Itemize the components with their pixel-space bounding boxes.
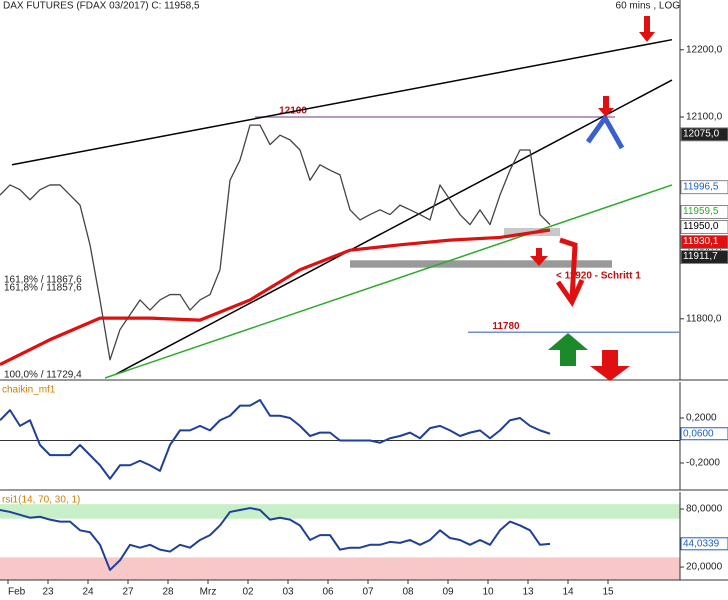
trend-line: [114, 79, 673, 376]
x-tick-label: 03: [282, 587, 294, 598]
arrow: [639, 16, 655, 42]
arrow: [598, 96, 614, 117]
value-box: [680, 427, 728, 441]
band: [0, 557, 680, 580]
y-tick-label: 20,0000: [686, 562, 723, 573]
chart-subtitle: 60 mins , LOG: [616, 1, 681, 12]
y-tick-label: 11800,0: [686, 313, 722, 324]
price-box: [680, 180, 728, 195]
arrow: [548, 333, 588, 366]
band: [0, 504, 680, 519]
x-tick-label: 02: [242, 587, 254, 598]
x-tick-label: 08: [402, 587, 414, 598]
series-line: [0, 399, 551, 480]
y-tick-label: -0,2000: [686, 458, 720, 469]
price-box: [680, 250, 728, 265]
trend-line: [104, 184, 673, 379]
y-tick-label: 0,2000: [686, 413, 717, 424]
arrow: [530, 248, 548, 266]
trend-line: [11, 38, 673, 166]
panel-title: chaikin_mf1: [2, 385, 56, 396]
zone: [350, 260, 612, 268]
y-tick-label: 12200,0: [686, 44, 723, 55]
price-label: 12075,0: [683, 128, 720, 139]
arrow: [585, 113, 625, 150]
x-tick-label: 24: [82, 587, 94, 598]
fib-label: 100,0% / 11729,4: [4, 370, 82, 381]
annotation: < 11920 - Schritt 1: [556, 271, 641, 282]
y-tick-label: 12100,0: [686, 112, 723, 123]
price-label: 11950,0: [683, 221, 719, 232]
y-tick-label: 80,0000: [686, 504, 723, 515]
price-label: 11996,5: [683, 181, 719, 192]
x-tick-label: 27: [122, 587, 134, 598]
background: [0, 0, 728, 581]
x-tick-label: 13: [522, 587, 534, 598]
x-tick-label: 09: [442, 587, 454, 598]
x-tick-label: 07: [362, 587, 374, 598]
x-tick-label: Mrz: [200, 587, 217, 598]
series-line: [0, 124, 551, 361]
price-box: [680, 127, 728, 142]
value-label: 44,0339: [683, 538, 720, 549]
series-line: [0, 507, 551, 571]
chart-title: DAX FUTURES (FDAX 03/2017) C: 11958,5: [3, 1, 200, 12]
price-box: [680, 220, 728, 235]
x-tick-label: 15: [602, 587, 614, 598]
x-tick-label: 23: [42, 587, 54, 598]
panel-title: rsi1(14, 70, 30, 1): [2, 495, 80, 506]
level-label: 11780: [492, 321, 520, 332]
arrow: [559, 237, 578, 301]
fib-label: 161,8% / 11857,6: [4, 283, 82, 294]
x-tick-label: 06: [322, 587, 334, 598]
x-tick-label: 10: [482, 587, 494, 598]
price-box: [680, 235, 728, 250]
arrow: [590, 350, 630, 381]
fib-label: 161,8% / 11867,6: [4, 275, 82, 286]
series-line: [0, 228, 551, 366]
arrow: [555, 278, 585, 308]
value-label: 0,0600: [683, 428, 714, 439]
price-box: [680, 205, 728, 220]
value-box: [680, 537, 728, 551]
x-tick-label: 14: [562, 587, 574, 598]
arrows: [530, 16, 655, 381]
price-label: 11930,1: [683, 236, 719, 247]
x-tick-label: Feb: [8, 587, 26, 598]
x-tick-label: 28: [162, 587, 174, 598]
price-label: 11959,5: [683, 206, 719, 217]
price-label: 11911,7: [683, 251, 718, 262]
